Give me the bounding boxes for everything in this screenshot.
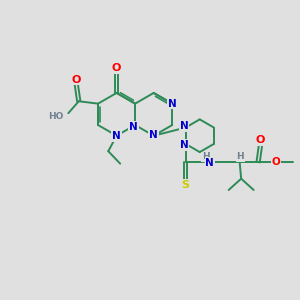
Text: HO: HO <box>49 112 64 121</box>
Text: O: O <box>112 63 121 73</box>
Text: H: H <box>202 152 209 161</box>
Text: O: O <box>272 157 280 167</box>
Text: N: N <box>129 122 138 131</box>
Text: O: O <box>256 135 265 145</box>
Text: N: N <box>180 122 188 131</box>
Text: N: N <box>168 99 177 109</box>
Text: N: N <box>206 158 214 168</box>
Text: N: N <box>180 140 188 150</box>
Text: S: S <box>182 180 190 190</box>
Text: O: O <box>72 75 81 85</box>
Text: H: H <box>236 152 244 161</box>
Text: N: N <box>112 131 121 141</box>
Text: N: N <box>149 130 158 140</box>
